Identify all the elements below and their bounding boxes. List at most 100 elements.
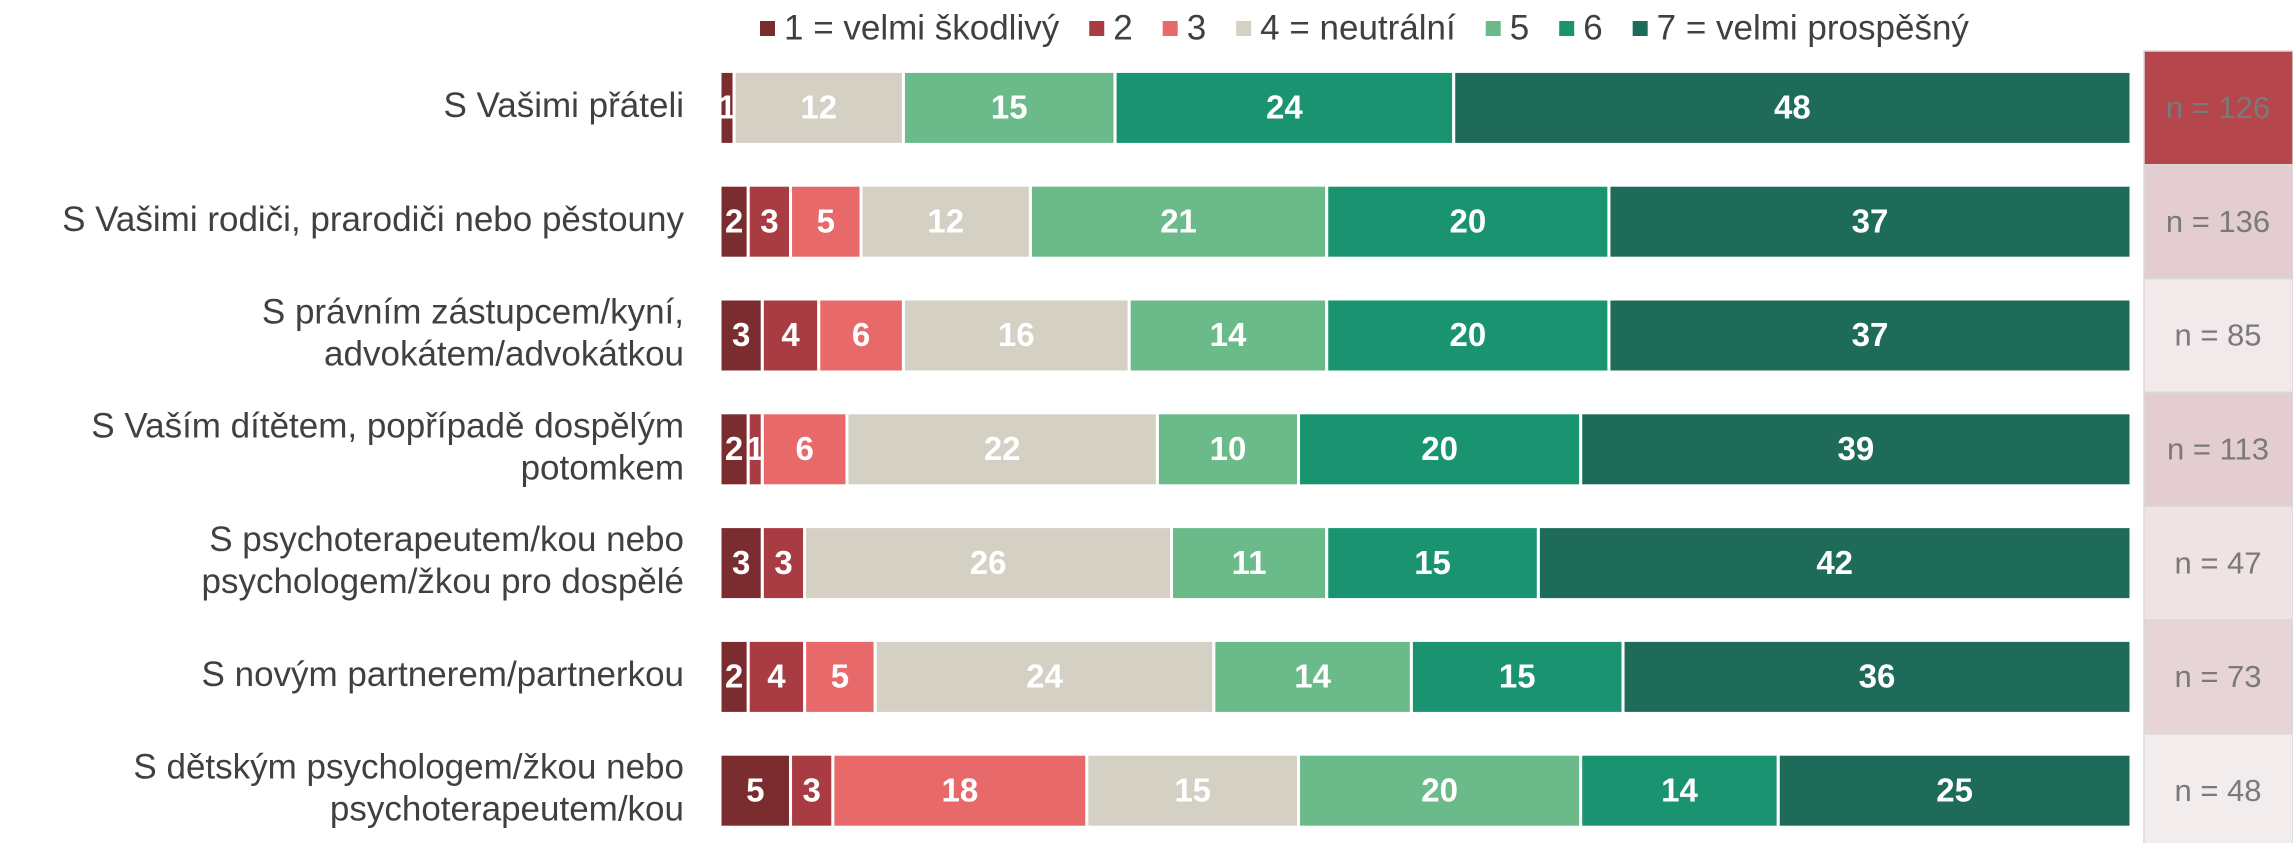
data-label: 3 [760,202,778,239]
sample-size-cell [2143,505,2293,621]
bar-segment [1607,297,2133,374]
sample-size-cell [2143,50,2293,166]
data-label: 1 [746,430,764,467]
data-label: 2 [725,658,743,695]
sample-size: n = 48 [2174,773,2261,808]
legend-swatch [1089,21,1105,36]
data-label: 10 [1210,430,1247,467]
data-label: 36 [1859,658,1896,695]
data-label: 37 [1852,316,1889,353]
legend-swatch [1162,21,1178,36]
bar-segment [1155,411,1301,488]
bar-segment [1325,183,1611,260]
data-label: 12 [927,202,964,239]
data-label: 20 [1421,771,1458,808]
data-label: 42 [1816,544,1853,581]
bar-segment [1127,297,1329,374]
data-label: 18 [942,771,979,808]
data-label: 15 [1174,771,1211,808]
data-label: 6 [795,430,813,467]
bar-segment [1325,297,1611,374]
data-label: 5 [831,658,849,695]
bar-segment [859,183,1032,260]
bar-segment [1579,411,2133,488]
sample-size: n = 47 [2174,545,2261,580]
data-label: 24 [1266,89,1303,126]
data-label: 20 [1449,202,1486,239]
legend-swatch [1559,21,1575,36]
data-label: 15 [1499,658,1536,695]
data-label: 20 [1449,316,1486,353]
bar-segment [760,411,849,488]
category-label: S Vašimi přáteli [443,86,684,125]
data-label: 12 [800,89,837,126]
legend-swatch [1236,21,1252,36]
legend-swatch [1632,21,1648,36]
bar-segment [1579,752,1780,829]
bar-segment [1536,525,2133,602]
data-label: 22 [984,430,1021,467]
data-label: 48 [1774,89,1811,126]
data-label: 26 [970,544,1007,581]
data-label: 15 [1414,544,1451,581]
data-label: 4 [781,316,800,353]
sample-size: n = 113 [2167,431,2269,466]
legend-label: 7 = velmi prospěšný [1657,8,1970,47]
data-label: 5 [817,202,835,239]
bar-segment [803,525,1174,602]
sample-size: n = 126 [2166,90,2270,125]
legend-label: 5 [1510,8,1529,47]
category-label: S psychoterapeutem/kou nebo psychologem/ž… [201,520,684,601]
sample-size: n = 136 [2166,204,2270,239]
legend-label: 4 = neutrální [1260,8,1456,47]
category-label: S právním zástupcem/kyní, advokátem/advok… [262,293,684,374]
legend-label: 3 [1187,8,1206,47]
bar-segment [803,638,877,715]
sample-size: n = 85 [2174,318,2261,353]
data-label: 15 [991,89,1028,126]
data-label: 3 [774,544,792,581]
data-label: 16 [998,316,1035,353]
bar-segment [1607,183,2133,260]
data-label: 14 [1294,658,1331,695]
legend-label: 2 [1113,8,1132,47]
bar-segment [873,638,1216,715]
legend-label: 1 = velmi škodlivý [784,8,1060,47]
bar-segment [718,638,750,715]
bar-segment [1409,638,1625,715]
bar-segment [746,638,807,715]
bar-segment [1297,411,1583,488]
bar-segment [1085,752,1301,829]
category-label: S Vašimi rodiči, prarodiči nebo pěstouny [62,200,684,239]
data-label: 21 [1160,202,1197,239]
data-label: 3 [803,771,821,808]
data-label: 20 [1421,430,1458,467]
bar-segment [746,183,793,260]
data-label: 3 [732,544,750,581]
bar-segment [831,752,1089,829]
bar-segment [845,411,1159,488]
bar-segment [1113,69,1456,146]
data-label: 11 [1232,544,1267,581]
data-label: 14 [1661,771,1698,808]
data-label: 1 [718,89,736,126]
sample-size-cell [2143,733,2293,843]
bar-segment [1297,752,1583,829]
data-label: 25 [1936,771,1973,808]
data-label: 2 [725,202,743,239]
bar-segment [1452,69,2133,146]
data-label: 5 [746,771,764,808]
sample-size-cell [2143,277,2293,394]
bar-segment [1170,525,1329,602]
legend-label: 6 [1583,8,1602,47]
bar-segment [789,752,835,829]
data-label: 4 [767,658,786,695]
data-label: 14 [1210,316,1247,353]
data-label: 39 [1837,430,1874,467]
data-label: 2 [725,430,743,467]
bar-segment [732,69,905,146]
sample-size-cell [2143,619,2293,735]
bar-segment [1621,638,2133,715]
category-label: S Vaším dítětem, popřípadě dospělým potom… [91,407,684,488]
